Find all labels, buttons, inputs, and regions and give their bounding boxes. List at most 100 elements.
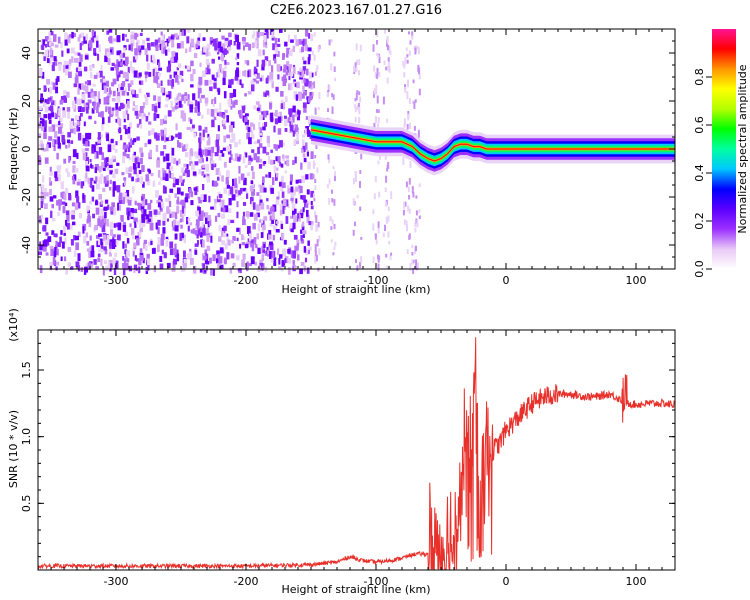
spectrogram-cell [333, 223, 336, 230]
spectrogram-cell [353, 104, 356, 108]
spectrogram-cell [195, 219, 200, 226]
spectrogram-cell [263, 35, 267, 39]
spectrogram-cell [166, 66, 171, 73]
spectrogram-cell [302, 230, 307, 235]
spectrogram-cell [277, 191, 280, 199]
spectrogram-cell [259, 195, 262, 200]
spectrogram-cell [210, 268, 213, 276]
spectrogram-cell [190, 200, 194, 206]
spectrogram-cell [303, 60, 307, 65]
spectrogram-cell [170, 57, 174, 63]
spectrogram-cell [158, 67, 162, 71]
spectrogram-cell [115, 103, 118, 111]
spectrogram-cell [384, 224, 386, 231]
spectrogram-cell [179, 218, 183, 223]
spectrogram-cell [50, 47, 53, 56]
spectrogram-cell [173, 71, 178, 78]
spectrogram-cell [178, 75, 182, 79]
spectrogram-cell [184, 65, 189, 69]
spectrogram-cell [293, 79, 296, 84]
spectrogram-cell [133, 208, 138, 214]
spectrogram-cell [418, 88, 421, 96]
spectrogram-cell [292, 209, 296, 218]
spectrogram-cell [54, 233, 58, 238]
spectrogram-cell [46, 36, 49, 40]
spectrogram-cell [71, 56, 74, 63]
spectrogram-cell [408, 97, 411, 105]
spectrogram-cell [296, 134, 299, 141]
spectrogram-cell [176, 253, 180, 262]
spectrogram-cell [222, 43, 226, 51]
spectrogram-cell [54, 246, 57, 255]
spectrogram-cell [295, 94, 299, 101]
spectrogram-cell [117, 90, 121, 98]
spectrogram-cell [112, 257, 116, 265]
spectrogram-cell [248, 137, 252, 145]
spectrogram-cell [231, 133, 236, 139]
spectrogram-cell [148, 210, 153, 217]
spectrogram-cell [54, 112, 57, 118]
spectrogram-cell [238, 227, 242, 235]
spectrogram-cell [155, 76, 159, 84]
spectrogram-cell [130, 43, 134, 52]
spectrogram-cell [308, 246, 312, 251]
spectrogram-cell [144, 48, 148, 55]
spectrogram-cell [130, 80, 134, 85]
spectrogram-cell [200, 94, 205, 99]
spectrogram-cell [77, 253, 81, 261]
spectrogram-cell [69, 120, 74, 129]
spectrogram-cell [101, 249, 104, 253]
spectrogram-cell [239, 79, 242, 86]
spectrogram-cell [108, 253, 112, 257]
spectrogram-cell [286, 159, 290, 167]
spectrogram-cell [92, 83, 96, 87]
spectrogram-cell [253, 68, 258, 76]
spectrogram-cell [52, 218, 56, 222]
spectrogram-cell [167, 110, 172, 117]
spectrogram-cell [372, 256, 375, 263]
spectrogram-cell [273, 225, 277, 231]
spectrogram-cell [106, 235, 110, 243]
spectrogram-cell [292, 130, 295, 137]
spectrogram-cell [258, 121, 261, 130]
spectrogram-cell [235, 255, 240, 261]
spectrogram-cell [275, 229, 280, 233]
spectrogram-cell [150, 129, 155, 136]
spectrogram-cell [200, 51, 203, 56]
spectrogram-cell [70, 140, 74, 144]
spectrogram-cell [60, 230, 63, 235]
spectrogram-cell [284, 115, 287, 119]
spectrogram-cell [107, 58, 111, 65]
spectrogram-cell [414, 47, 417, 55]
spectrogram-cell [373, 91, 375, 98]
spectrogram-cell [359, 96, 362, 103]
spectrogram-cell [157, 236, 161, 245]
spectrogram-cell [54, 171, 58, 178]
spectrogram-cell [302, 232, 305, 238]
spectrogram-cell [283, 64, 287, 73]
spectrogram-cell [67, 111, 70, 119]
spectrogram-cell [300, 195, 304, 200]
spectrogram-cell [213, 163, 217, 168]
spectrogram-cell [124, 128, 128, 135]
spectrogram-cell [87, 99, 92, 104]
spectrogram-cell [288, 267, 291, 275]
spectrogram-cell [90, 250, 95, 258]
spectrogram-cell [312, 82, 314, 86]
spectrogram-cell [93, 74, 98, 79]
spectrogram-cell [237, 268, 241, 272]
spectrogram-cell [310, 190, 315, 198]
spectrogram-cell [284, 118, 288, 127]
spectrogram-cell [245, 113, 249, 117]
spectrogram-cell [259, 184, 264, 193]
spectrogram-cell [202, 263, 206, 270]
spectrogram-cell [287, 188, 291, 194]
spectrogram-cell [136, 136, 140, 141]
spectrogram-cell [136, 220, 139, 225]
spectrogram-cell [227, 219, 230, 226]
spectrogram-cell [259, 77, 263, 82]
spectrogram-cell [45, 192, 49, 197]
spectrogram-cell [141, 209, 145, 215]
spectrogram-cell [190, 148, 193, 156]
spectrogram-cell [57, 136, 60, 145]
